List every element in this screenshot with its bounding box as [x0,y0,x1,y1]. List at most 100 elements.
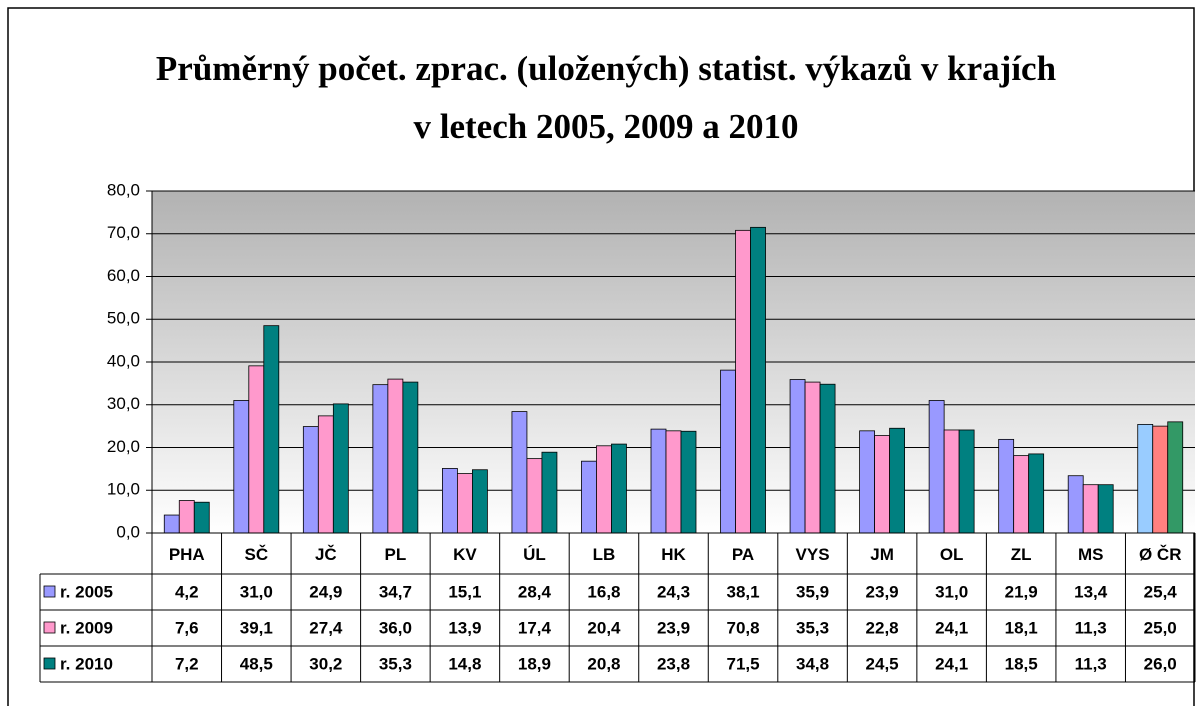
data-table-value: 13,9 [448,618,481,637]
data-table-value: 30,2 [309,654,342,673]
bar [1013,455,1030,534]
data-table-value: 35,3 [379,654,412,673]
data-table-value: 11,3 [1075,654,1107,673]
bar [541,451,558,534]
bar [943,429,960,534]
data-table-value: 18,1 [1005,618,1038,637]
category-label: JČ [315,545,337,564]
category-label: LB [593,545,616,564]
bar [1082,484,1099,534]
data-table-value: 35,3 [796,618,829,637]
data-table-value: 39,1 [240,618,273,637]
category-label: VYS [796,545,830,564]
chart-subtitle: v letech 2005, 2009 a 2010 [414,107,799,146]
bar [958,429,975,534]
data-table-value: 16,8 [587,582,620,601]
category-label: PA [732,545,754,564]
bar [387,378,404,534]
bar [332,403,349,534]
y-tick-label: 60,0 [107,266,140,285]
legend-label: r. 2010 [60,654,113,673]
y-tick-label: 30,0 [107,394,140,413]
data-table-value: 25,0 [1144,618,1177,637]
bar [441,468,458,534]
category-label: PHA [169,545,205,564]
bar [1067,475,1084,534]
data-table-value: 13,4 [1074,582,1108,601]
legend-swatch [43,585,56,598]
bar [596,445,612,534]
data-table-value: 70,8 [726,618,759,637]
bar [1028,453,1045,534]
data-table-value: 25,4 [1144,582,1178,601]
data-table-value: 48,5 [240,654,273,673]
data-table-value: 24,1 [935,654,968,673]
data-table-value: 31,0 [935,582,968,601]
data-table-value: 18,9 [518,654,551,673]
legend-label: r. 2009 [60,618,113,637]
data-table-value: 27,4 [309,618,343,637]
category-label: HK [661,545,686,564]
y-tick-label: 20,0 [107,437,140,456]
bar [302,426,319,534]
bar [859,430,875,534]
bar [233,400,250,534]
category-label: ÚL [523,545,546,564]
legend-label: r. 2005 [60,582,113,601]
legend-swatch [43,657,56,670]
y-tick-label: 40,0 [107,351,140,370]
bar [1152,425,1169,534]
category-label: ZL [1011,545,1032,564]
data-table-value: 71,5 [726,654,759,673]
bar [928,400,945,534]
bar [665,430,682,534]
data-table-value: 35,9 [796,582,829,601]
category-label: PL [384,545,406,564]
legend-swatch [43,621,56,634]
bar [1137,424,1154,534]
bar [680,430,697,534]
data-table-value: 24,1 [935,618,968,637]
data-table-value: 38,1 [726,582,759,601]
bar [1097,484,1114,534]
y-tick-label: 80,0 [107,180,140,199]
y-tick-label: 10,0 [107,480,140,499]
bar [372,384,389,534]
y-tick-label: 50,0 [107,309,140,328]
bar [526,458,543,534]
data-table-value: 24,3 [657,582,690,601]
data-table-value: 7,6 [175,618,199,637]
bar [650,428,667,534]
category-label: JM [870,545,894,564]
bar [735,229,751,534]
category-label: SČ [244,545,268,564]
bar [889,427,905,534]
data-table-value: 23,8 [657,654,690,673]
category-label: OL [940,545,964,564]
bar [317,415,334,534]
data-table-value: 15,1 [448,582,481,601]
bar [581,460,597,534]
bar [193,501,210,534]
data-table-value: 36,0 [379,618,412,637]
chart-title: Průměrný počet. zprac. (uložených) stati… [156,49,1056,88]
data-table-value: 18,5 [1005,654,1038,673]
data-table-value: 24,5 [866,654,899,673]
data-table-value: 20,4 [587,618,621,637]
bar [804,381,821,534]
data-table-value: 28,4 [518,582,552,601]
bar [611,443,627,534]
data-table-value: 17,4 [518,618,552,637]
bar [263,325,280,534]
bar [789,379,806,534]
bar [471,469,488,534]
data-table-value: 4,2 [175,582,199,601]
data-table-value: 22,8 [866,618,899,637]
bar [819,383,836,534]
data-table-value: 14,8 [448,654,481,673]
bar [178,500,195,534]
data-table-value: 31,0 [240,582,273,601]
bar [163,514,180,534]
category-label: MS [1078,545,1104,564]
